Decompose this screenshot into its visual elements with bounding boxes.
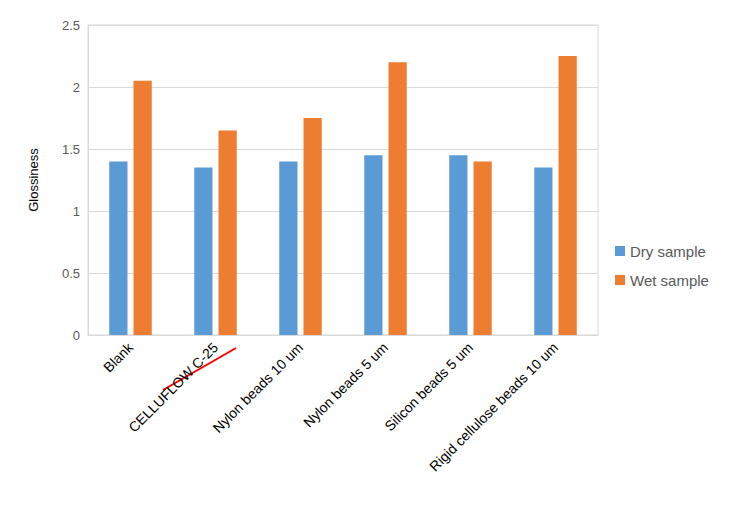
svg-text:0: 0 — [73, 328, 80, 343]
svg-text:Dry sample: Dry sample — [630, 243, 706, 260]
svg-text:0.5: 0.5 — [62, 266, 80, 281]
svg-text:2.5: 2.5 — [62, 18, 80, 33]
svg-text:Rigid cellulose beads 10 um: Rigid cellulose beads 10 um — [426, 339, 561, 474]
svg-text:Wet sample: Wet sample — [630, 272, 709, 289]
svg-text:Glossiness: Glossiness — [26, 148, 41, 212]
svg-text:Silicon beads 5 um: Silicon beads 5 um — [381, 339, 476, 434]
svg-text:1: 1 — [73, 204, 80, 219]
svg-text:Blank: Blank — [100, 339, 137, 376]
svg-text:Nylon beads 5 um: Nylon beads 5 um — [300, 339, 391, 430]
svg-text:Nylon beads 10 um: Nylon beads 10 um — [210, 339, 307, 436]
svg-text:2: 2 — [73, 80, 80, 95]
svg-text:CELLUFLOW C-25: CELLUFLOW C-25 — [125, 339, 221, 435]
svg-text:1.5: 1.5 — [62, 142, 80, 157]
